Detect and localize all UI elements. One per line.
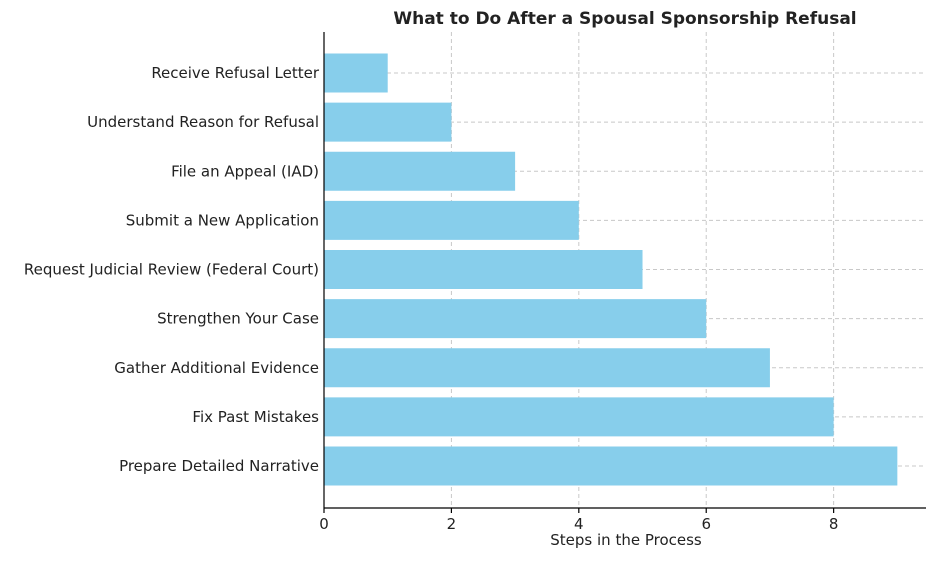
bar — [324, 348, 770, 388]
bar — [324, 102, 452, 142]
x-tick-label: 0 — [319, 515, 329, 533]
category-label: Request Judicial Review (Federal Court) — [24, 261, 319, 279]
x-axis-label: Steps in the Process — [550, 531, 702, 549]
chart-title: What to Do After a Spousal Sponsorship R… — [393, 9, 856, 29]
category-label: Gather Additional Evidence — [114, 359, 319, 377]
category-label: Fix Past Mistakes — [192, 408, 319, 426]
bars — [324, 53, 898, 486]
category-label: Understand Reason for Refusal — [87, 113, 319, 131]
bar — [324, 53, 388, 93]
bar — [324, 446, 898, 486]
category-label: File an Appeal (IAD) — [171, 162, 319, 180]
x-tick-label: 4 — [574, 515, 584, 533]
bar — [324, 151, 516, 191]
category-label: Strengthen Your Case — [157, 310, 319, 328]
category-label: Prepare Detailed Narrative — [119, 457, 319, 475]
category-labels: Receive Refusal Letter Understand Reason … — [24, 64, 320, 475]
bar — [324, 299, 707, 339]
x-tick-labels: 0 2 4 6 8 — [319, 508, 838, 533]
x-tick-label: 8 — [829, 515, 839, 533]
x-tick-label: 6 — [701, 515, 711, 533]
bar — [324, 250, 643, 289]
x-tick-label: 2 — [447, 515, 457, 533]
bar — [324, 397, 834, 437]
category-label: Submit a New Application — [126, 211, 319, 229]
axes — [323, 32, 926, 509]
bar — [324, 200, 579, 240]
category-label: Receive Refusal Letter — [151, 64, 320, 82]
